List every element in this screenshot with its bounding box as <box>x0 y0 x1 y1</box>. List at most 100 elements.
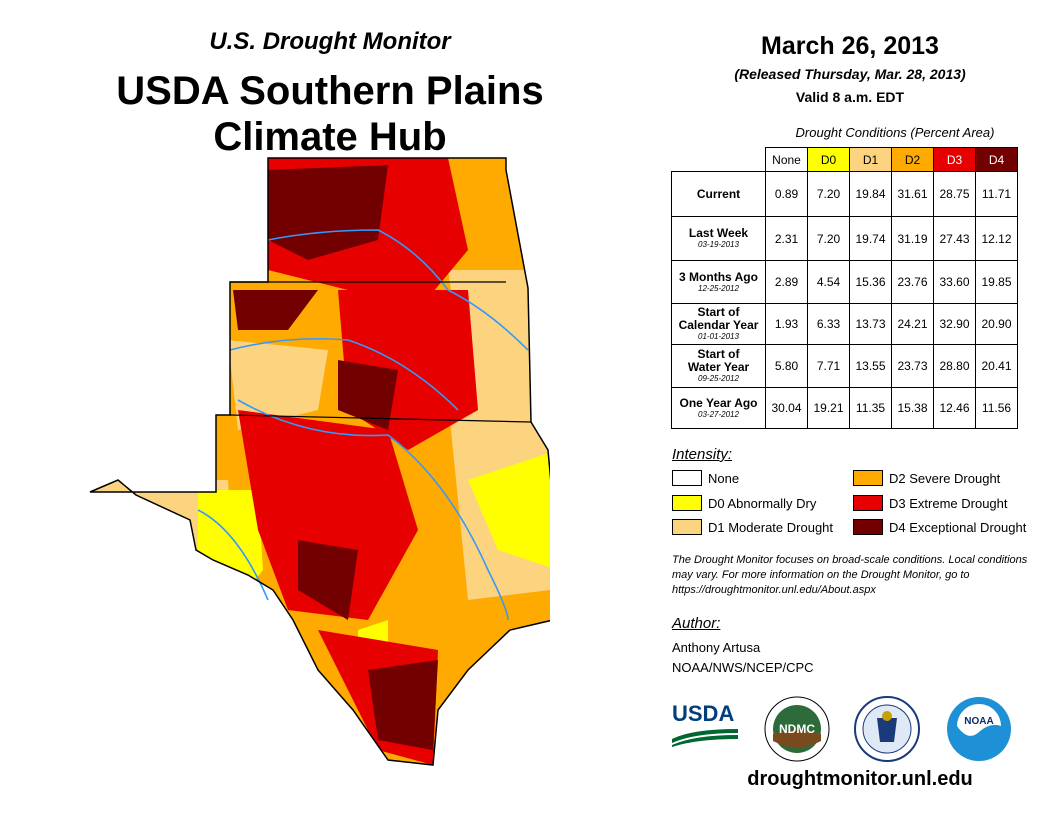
column-header-d4: D4 <box>975 147 1018 172</box>
drought-monitor-note: The Drought Monitor focuses on broad-sca… <box>672 554 1028 596</box>
table-corner <box>672 148 766 172</box>
table-cell: 33.60 <box>933 260 976 304</box>
river-pecos <box>197 509 269 601</box>
table-cell: 13.73 <box>849 303 892 345</box>
legend-label: D3 Extreme Drought <box>889 495 1008 511</box>
row-label: Current <box>671 171 766 217</box>
table-cell: 15.38 <box>891 387 934 429</box>
table-cell: 11.71 <box>975 171 1018 217</box>
state-outline <box>89 157 550 766</box>
table-cell: 19.85 <box>975 260 1018 304</box>
table-cell: 20.41 <box>975 344 1018 388</box>
legend-label: D1 Moderate Drought <box>708 519 834 535</box>
table-row: 3 Months Ago 12-25-2012 2.89 4.54 15.36 23.76… <box>671 260 1018 304</box>
table-cell: 11.56 <box>975 387 1018 429</box>
table-cell: 31.19 <box>891 216 934 261</box>
table-cell: 2.31 <box>765 216 808 261</box>
column-header-d0: D0 <box>807 147 850 172</box>
table-row: Start of Calendar Year 01-01-2013 1.93 6.33 1… <box>671 303 1018 345</box>
table-row: Current 0.89 7.20 19.84 31.61 28.75 11.71 <box>671 171 1018 217</box>
table-cell: 19.21 <box>807 387 850 429</box>
d0-region-east <box>468 450 550 570</box>
author-org: NOAA/NWS/NCEP/CPC <box>672 660 814 675</box>
website-link[interactable]: droughtmonitor.unl.edu <box>747 768 973 790</box>
table-cell: 4.54 <box>807 260 850 304</box>
table-cell: 31.61 <box>891 171 934 217</box>
d4-region-sw-kansas <box>268 165 388 260</box>
legend-item: D3 Extreme Drought <box>853 495 1008 511</box>
table-cell: 23.73 <box>891 344 934 388</box>
legend-item: D1 Moderate Drought <box>672 519 833 535</box>
d0-region-far-west <box>198 490 263 620</box>
legend-title: Intensity: <box>672 446 733 463</box>
d4-region-west-texas <box>298 540 358 620</box>
row-date: 03-27-2012 <box>698 409 739 419</box>
ndmc-logo: NDMC <box>764 696 830 762</box>
d4-region-panhandle <box>233 290 318 330</box>
table-cell: 19.84 <box>849 171 892 217</box>
column-header-none: None <box>765 147 808 172</box>
rivers <box>197 229 529 621</box>
legend-item: None <box>672 470 739 486</box>
region-title-line2: Climate Hub <box>213 115 447 159</box>
legend-label: None <box>708 470 740 486</box>
row-date: 09-25-2012 <box>698 374 739 383</box>
usda-logo-stripes <box>672 729 738 747</box>
row-label-line1: Start of <box>697 305 740 319</box>
legend-label: D2 Severe Drought <box>889 470 1001 486</box>
row-label: Last Week 03-19-2013 <box>671 216 766 261</box>
row-label-line1: One Year Ago <box>679 395 758 410</box>
table-cell: 20.90 <box>975 303 1018 345</box>
table-cell: 12.12 <box>975 216 1018 261</box>
table-cell: 28.80 <box>933 344 976 388</box>
table-cell: 30.04 <box>765 387 808 429</box>
row-label-line1: Start of <box>697 347 740 361</box>
row-date: 12-25-2012 <box>698 283 739 293</box>
table-cell: 13.55 <box>849 344 892 388</box>
release-date: (Released Thursday, Mar. 28, 2013) <box>734 66 966 82</box>
column-header-d2: D2 <box>891 147 934 172</box>
d4-region-oklahoma <box>338 360 398 430</box>
table-cell: 11.35 <box>849 387 892 429</box>
row-label: 3 Months Ago 12-25-2012 <box>671 260 766 304</box>
usda-logo: USDA <box>672 703 738 749</box>
table-cell: 12.46 <box>933 387 976 429</box>
legend-swatch <box>672 495 702 511</box>
author-heading: Author: <box>672 615 721 632</box>
noaa-logo: NOAA <box>947 697 1011 761</box>
table-cell: 15.36 <box>849 260 892 304</box>
row-label: Start of Water Year 09-25-2012 <box>671 344 766 388</box>
legend-item: D4 Exceptional Drought <box>853 519 1026 535</box>
monitor-title: U.S. Drought Monitor <box>209 28 451 55</box>
table-cell: 19.74 <box>849 216 892 261</box>
table-cell: 6.33 <box>807 303 850 345</box>
table-cell: 24.21 <box>891 303 934 345</box>
region-title-line1: USDA Southern Plains <box>116 69 544 113</box>
author-name: Anthony Artusa <box>672 640 761 655</box>
row-label-line1: Current <box>696 186 741 201</box>
legend-swatch <box>853 495 883 511</box>
table-cell: 7.20 <box>807 216 850 261</box>
column-header-d1: D1 <box>849 147 892 172</box>
table-cell: 1.93 <box>765 303 808 345</box>
valid-time: Valid 8 a.m. EDT <box>795 89 905 105</box>
noaa-logo-text: NOAA <box>964 716 993 727</box>
table-cell: 7.20 <box>807 171 850 217</box>
legend-swatch <box>672 519 702 535</box>
legend-swatch <box>853 470 883 486</box>
drought-conditions-table: None D0 D1 D2 D3 D4 Current 0.89 7.20 19.84… <box>671 147 1018 429</box>
table-cell: 23.76 <box>891 260 934 304</box>
author-info: Anthony Artusa NOAA/NWS/NCEP/CPC <box>672 638 814 678</box>
d4-region-south-texas <box>368 660 438 750</box>
row-date: 01-01-2013 <box>698 332 739 341</box>
region-title: USDA Southern Plains Climate Hub <box>60 68 600 160</box>
ndmc-logo-text: NDMC <box>779 722 815 736</box>
legend-swatch <box>672 470 702 486</box>
table-row: One Year Ago 03-27-2012 30.04 19.21 11.35 15.… <box>671 387 1018 429</box>
table-cell: 0.89 <box>765 171 808 217</box>
table-row: Last Week 03-19-2013 2.31 7.20 19.74 31.19 27.… <box>671 216 1018 261</box>
commerce-seal-logo <box>854 696 920 762</box>
table-body: Current 0.89 7.20 19.84 31.61 28.75 11.71 Last … <box>671 171 1018 429</box>
row-label-line2: Calendar Year <box>678 318 759 332</box>
table-cell: 28.75 <box>933 171 976 217</box>
